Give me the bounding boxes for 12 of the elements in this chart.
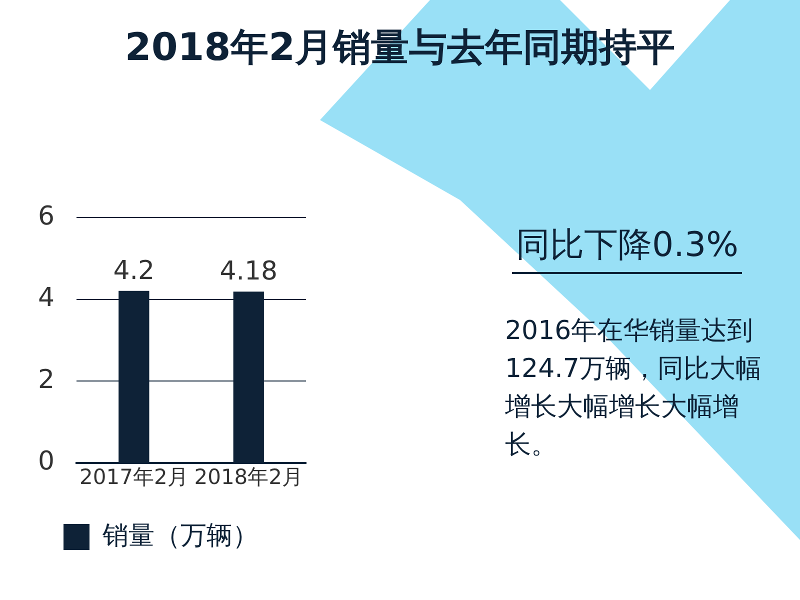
x-tick-label: 2017年2月 [80,464,188,489]
y-tick-label: 6 [38,201,55,232]
y-tick-label: 4 [38,283,55,314]
data-label: 4.18 [220,256,278,287]
text: 2016年在华销量达到124.7万辆，同比大幅增长大幅增长大幅增长。 [505,315,762,462]
y-tick-label: 0 [38,446,55,477]
text: 同比下降0.3% [512,222,742,274]
data-label: 4.2 [113,256,155,286]
x-tick-label: 2018年2月 [194,464,304,489]
legend-label: 销量（万辆） [102,520,258,551]
y-tick-label: 2 [38,364,55,395]
text: 2018年2月销量与去年同期持平 [124,24,676,71]
